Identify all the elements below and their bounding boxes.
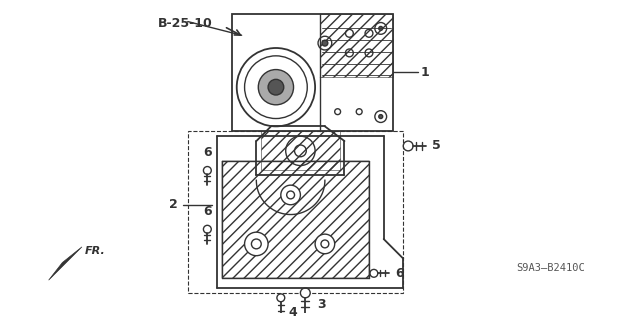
- Circle shape: [204, 225, 211, 233]
- Circle shape: [370, 270, 378, 277]
- Bar: [188, 131, 403, 293]
- Text: 6: 6: [203, 146, 212, 159]
- Text: 5: 5: [431, 139, 440, 152]
- Circle shape: [315, 234, 335, 254]
- Text: B-25-10: B-25-10: [158, 17, 213, 30]
- Text: 6: 6: [396, 267, 404, 280]
- Text: 2: 2: [169, 198, 178, 211]
- Circle shape: [300, 288, 310, 298]
- Bar: [232, 14, 394, 131]
- Polygon shape: [49, 247, 82, 280]
- Circle shape: [322, 40, 328, 46]
- Bar: [320, 14, 394, 78]
- Circle shape: [244, 232, 268, 256]
- Text: 1: 1: [421, 66, 429, 79]
- Text: 6: 6: [203, 205, 212, 218]
- Text: S9A3–B2410C: S9A3–B2410C: [516, 263, 585, 273]
- Circle shape: [379, 115, 383, 119]
- Text: 3: 3: [317, 298, 326, 311]
- Circle shape: [379, 26, 383, 30]
- Circle shape: [281, 185, 300, 205]
- Text: 4: 4: [289, 306, 298, 319]
- Circle shape: [403, 141, 413, 151]
- Bar: [222, 161, 369, 278]
- Circle shape: [237, 48, 315, 126]
- Circle shape: [204, 167, 211, 174]
- Bar: [261, 131, 340, 170]
- Text: FR.: FR.: [85, 246, 106, 256]
- Circle shape: [268, 79, 284, 95]
- Circle shape: [259, 70, 294, 105]
